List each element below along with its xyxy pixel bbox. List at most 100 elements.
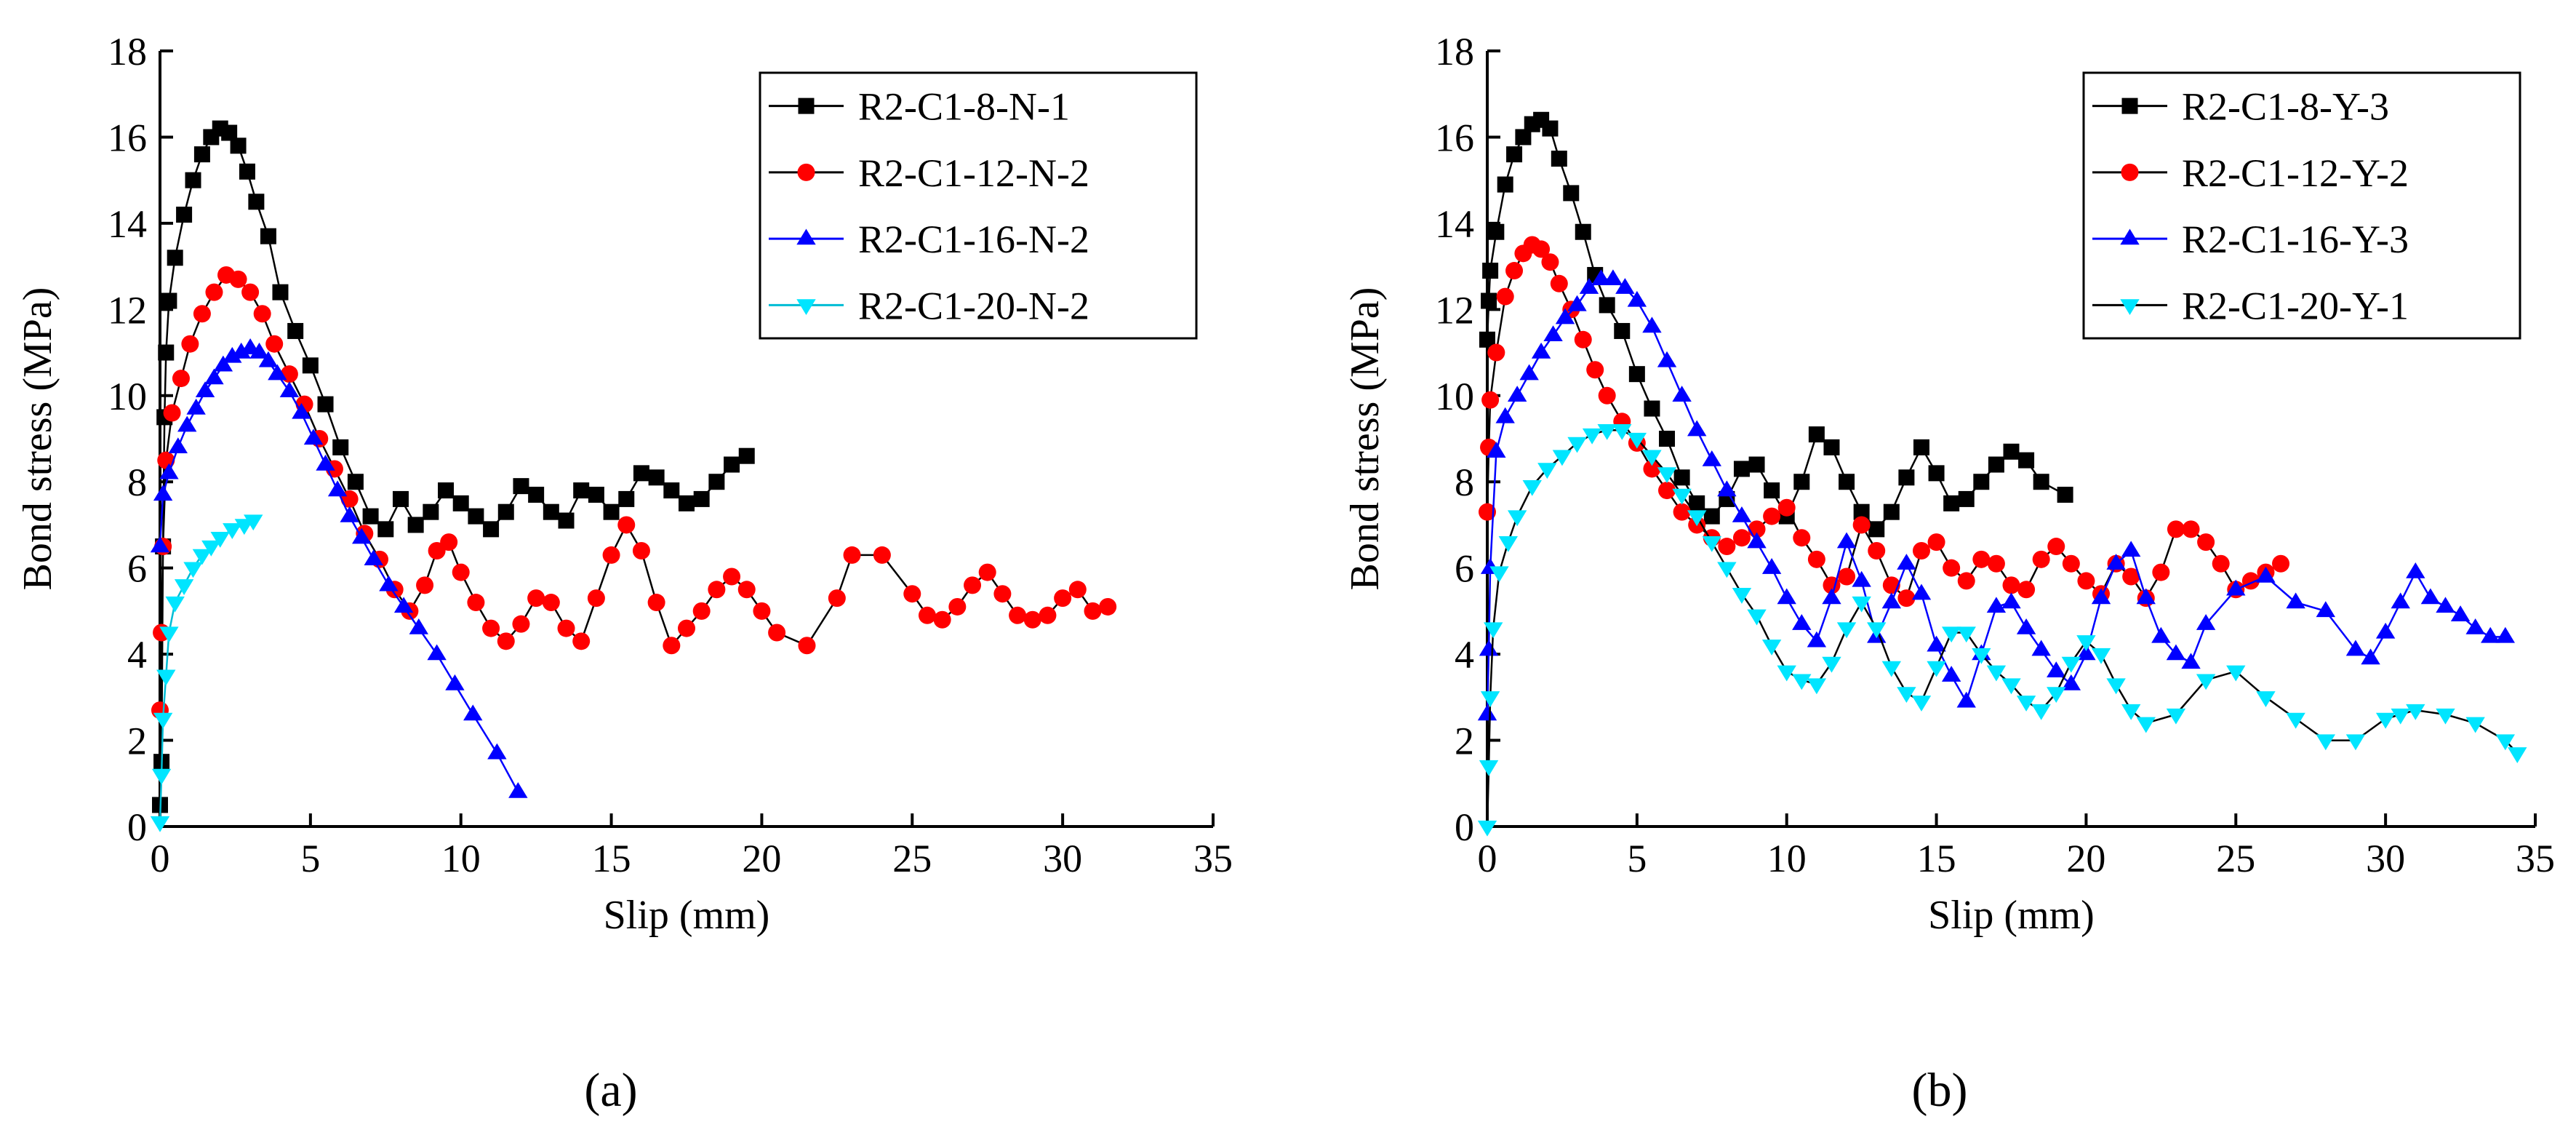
data-point [1488, 223, 1505, 240]
data-point [168, 437, 188, 454]
x-tick-label: 5 [1627, 837, 1647, 880]
series-R2-C1-16-N-2 [150, 338, 528, 798]
data-point [1532, 240, 1551, 258]
x-tick-label: 35 [2516, 837, 2555, 880]
data-point [692, 602, 711, 620]
data-point [2016, 696, 2036, 712]
data-point [1897, 589, 1916, 608]
data-point [2436, 708, 2455, 725]
data-point [1881, 592, 1902, 609]
y-tick-label: 4 [127, 633, 147, 677]
x-tick-label: 5 [300, 837, 320, 880]
data-point [201, 540, 221, 557]
data-point [1911, 696, 1932, 712]
data-point [158, 344, 175, 361]
data-point [183, 562, 203, 578]
data-point [186, 398, 206, 415]
data-point [467, 594, 485, 612]
data-point [602, 546, 620, 564]
data-point [1481, 391, 1500, 409]
data-point [302, 357, 319, 374]
data-point [317, 396, 334, 413]
legend-marker [796, 299, 816, 316]
data-point [542, 594, 560, 612]
x-axis-label: Slip (mm) [1928, 893, 2095, 938]
data-point [1927, 635, 1946, 652]
data-point [176, 207, 193, 223]
data-point [1777, 588, 1796, 605]
data-point [724, 456, 740, 473]
data-point [558, 512, 575, 529]
data-point [2406, 562, 2425, 578]
data-point [2106, 678, 2126, 695]
data-point [1957, 572, 1975, 590]
data-point [161, 292, 177, 309]
data-point [1489, 566, 1509, 583]
data-point [316, 454, 335, 471]
y-tick-label: 6 [1455, 547, 1474, 591]
data-point [2061, 656, 2081, 673]
data-point [2181, 653, 2201, 669]
y-tick-label: 14 [1435, 202, 1474, 246]
data-point [1487, 343, 1505, 362]
legend-label: R2-C1-20-Y-1 [2182, 284, 2409, 327]
data-point [1477, 704, 1497, 721]
data-point [1867, 622, 1887, 639]
y-tick-label: 12 [1435, 288, 1474, 332]
data-point [157, 451, 175, 469]
data-point [181, 335, 199, 353]
data-point [679, 495, 695, 511]
data-point [918, 606, 936, 624]
y-tick-label: 18 [108, 30, 147, 73]
data-point [678, 619, 695, 637]
data-point [1479, 640, 1499, 656]
data-point [303, 429, 324, 445]
data-point [1761, 558, 1782, 574]
data-point [557, 619, 575, 637]
data-point [1897, 687, 1916, 704]
legend-label: R2-C1-8-Y-3 [2182, 85, 2389, 129]
data-point [1763, 507, 1781, 525]
data-point [151, 768, 172, 785]
data-point [1689, 495, 1705, 511]
legend-marker [798, 97, 815, 114]
data-point [1807, 550, 1825, 568]
data-point [440, 533, 458, 551]
data-point [528, 486, 545, 503]
data-point [445, 674, 465, 690]
data-point [2361, 648, 2380, 665]
data-point [163, 404, 181, 422]
data-point [708, 581, 726, 599]
series-R2-C1-8-Y-3 [1479, 111, 2073, 538]
y-axis-label: Bond stress (MPa) [1343, 287, 1388, 591]
data-point [648, 469, 665, 486]
chart-panel-a: 0 5 10 15 20 25 30 35 0 2 4 6 8 10 12 14 16 18 Slip (mm) Bo… [15, 30, 1233, 1117]
data-point [2465, 717, 2485, 733]
data-point [1495, 407, 1515, 423]
data-point [428, 541, 446, 559]
data-point [2002, 576, 2020, 594]
series-R2-C1-12-N-2 [151, 266, 1117, 720]
data-point [513, 478, 529, 495]
series-R2-C1-8-N-1 [152, 120, 755, 813]
data-point [543, 503, 559, 520]
data-point [798, 637, 816, 655]
data-point [1614, 322, 1631, 339]
data-point [1023, 610, 1041, 629]
data-point [632, 541, 650, 559]
data-point [1505, 262, 1524, 280]
data-point [159, 463, 179, 479]
data-point [231, 342, 251, 359]
data-point [2032, 550, 2050, 568]
data-point [1912, 541, 1930, 559]
data-point [482, 619, 500, 637]
data-point [1793, 474, 1810, 490]
data-point [1777, 665, 1796, 682]
data-point [2017, 581, 2036, 599]
data-point [210, 532, 230, 548]
data-point [1702, 450, 1721, 466]
data-point [292, 402, 311, 419]
data-point [153, 712, 173, 729]
data-point [1598, 386, 1616, 405]
